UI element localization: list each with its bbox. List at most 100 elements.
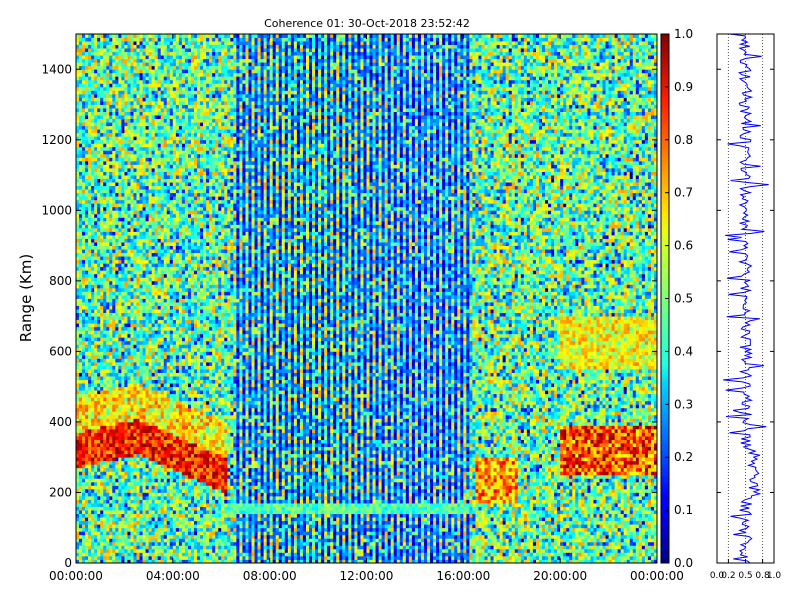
heatmap-cell [154, 122, 159, 127]
heatmap-cell [172, 263, 177, 268]
heatmap-cell [91, 153, 95, 158]
heatmap-cell [136, 242, 140, 246]
heatmap-cell [133, 379, 137, 384]
heatmap-cell [109, 333, 113, 338]
heatmap-cell [175, 541, 180, 546]
heatmap-cell [85, 439, 89, 444]
heatmap-cell [76, 245, 80, 250]
heatmap-cell [112, 83, 116, 88]
heatmap-cell [148, 337, 153, 342]
heatmap-cell [154, 118, 159, 123]
heatmap-cell [157, 185, 162, 190]
heatmap-cell [133, 182, 137, 187]
heatmap-cell [166, 206, 171, 211]
heatmap-cell [157, 421, 162, 426]
heatmap-cell [76, 404, 80, 409]
heatmap-cell [109, 125, 113, 130]
heatmap-cell [124, 97, 128, 102]
heatmap-cell [163, 411, 168, 416]
heatmap-cell [106, 153, 110, 158]
heatmap-cell [124, 37, 128, 42]
heatmap-cell [151, 171, 156, 176]
heatmap-cell [109, 129, 113, 134]
heatmap-cell [97, 344, 101, 349]
heatmap-cell [136, 249, 140, 254]
heatmap-cell [94, 164, 98, 169]
heatmap-cell [76, 252, 80, 257]
heatmap-cell [88, 83, 92, 88]
heatmap-cell [142, 312, 146, 317]
heatmap-cell [103, 227, 107, 232]
heatmap-cell [115, 390, 119, 395]
heatmap-cell [127, 467, 131, 472]
heatmap-cell [130, 372, 134, 377]
heatmap-cell [115, 287, 119, 292]
heatmap-cell [82, 358, 86, 363]
heatmap-cell [88, 150, 92, 155]
heatmap-cell [145, 213, 150, 218]
heatmap-cell [172, 298, 177, 303]
heatmap-cell [94, 58, 98, 63]
heatmap-cell [172, 365, 177, 370]
heatmap-cell [85, 203, 89, 208]
heatmap-cell [106, 284, 110, 289]
heatmap-cell [166, 168, 171, 172]
heatmap-cell [106, 513, 110, 518]
heatmap-cell [160, 294, 165, 299]
heatmap-cell [76, 418, 80, 423]
heatmap-cell [163, 351, 168, 356]
heatmap-cell [148, 404, 153, 409]
heatmap-cell [91, 397, 95, 402]
heatmap-cell [151, 411, 156, 416]
heatmap-cell [136, 125, 140, 130]
heatmap-cell [97, 340, 101, 345]
heatmap-cell [127, 256, 131, 261]
heatmap-cell [115, 150, 119, 155]
heatmap-cell [166, 256, 171, 261]
heatmap-cell [148, 414, 153, 419]
heatmap-cell [175, 506, 180, 511]
heatmap-cell [151, 273, 156, 278]
heatmap-cell [97, 439, 101, 444]
heatmap-cell [82, 227, 86, 232]
heatmap-cell [121, 541, 125, 546]
heatmap-cell [166, 284, 171, 289]
heatmap-cell [142, 365, 146, 370]
heatmap-cell [88, 418, 92, 423]
heatmap-cell [169, 122, 174, 127]
heatmap-cell [124, 175, 128, 179]
heatmap-cell [172, 471, 177, 476]
heatmap-cell [133, 97, 137, 102]
heatmap-cell [112, 160, 116, 165]
heatmap-cell [85, 503, 89, 507]
heatmap-cell [133, 125, 137, 130]
heatmap-cell [166, 365, 171, 370]
heatmap-cell [124, 259, 128, 264]
heatmap-cell [139, 428, 143, 433]
heatmap-cell [79, 256, 83, 261]
heatmap-cell [136, 97, 140, 102]
heatmap-cell [94, 266, 98, 271]
heatmap-cell [175, 545, 180, 550]
heatmap-cell [91, 481, 95, 486]
heatmap-cell [169, 143, 174, 148]
heatmap-cell [133, 132, 137, 137]
heatmap-cell [82, 213, 86, 218]
heatmap-cell [133, 453, 137, 458]
heatmap-cell [106, 555, 110, 560]
heatmap-cell [100, 407, 104, 412]
heatmap-cell [103, 139, 107, 144]
heatmap-cell [136, 527, 140, 532]
heatmap-cell [112, 386, 116, 391]
heatmap-cell [91, 520, 95, 525]
heatmap-cell [139, 379, 143, 384]
heatmap-cell [172, 259, 177, 264]
heatmap-cell [160, 104, 165, 109]
heatmap-cell [76, 538, 80, 543]
heatmap-cell [160, 171, 165, 176]
heatmap-cell [118, 358, 122, 363]
heatmap-cell [100, 196, 104, 201]
heatmap-cell [121, 492, 125, 497]
heatmap-cell [127, 104, 131, 109]
heatmap-cell [88, 302, 92, 306]
